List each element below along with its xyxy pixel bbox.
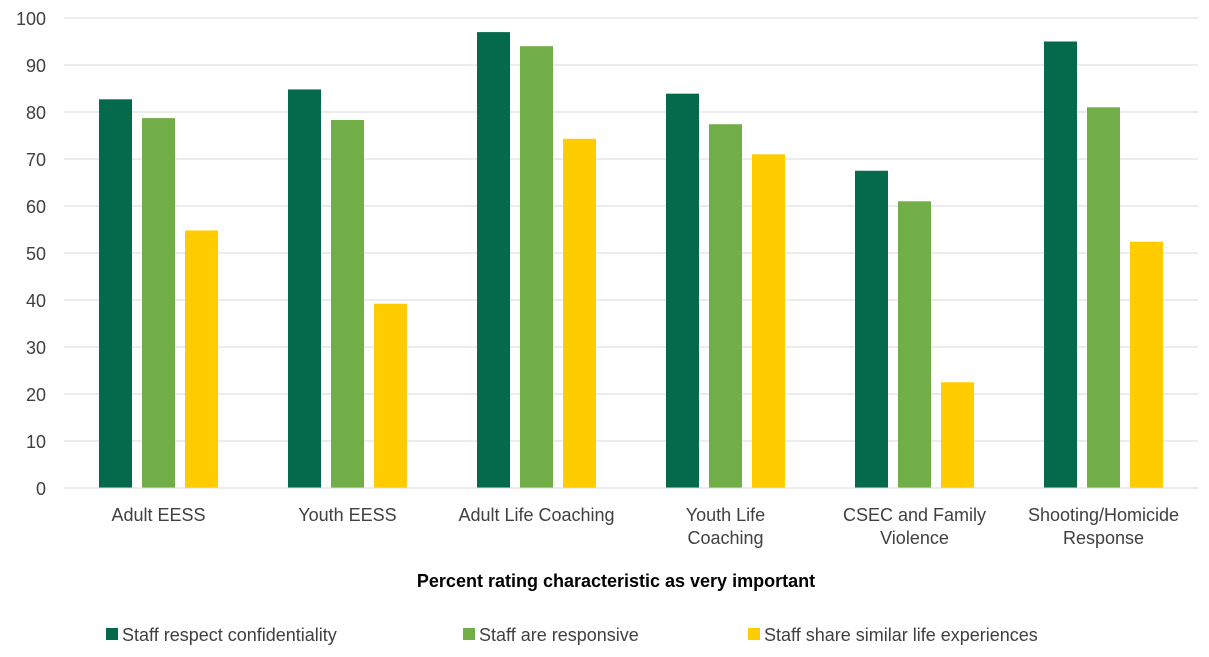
y-tick-label: 20 bbox=[26, 385, 46, 405]
legend-swatch bbox=[106, 628, 118, 640]
bar bbox=[752, 154, 785, 489]
bar bbox=[1044, 41, 1077, 488]
legend-label: Staff share similar life experiences bbox=[764, 625, 1038, 645]
bar bbox=[142, 118, 175, 489]
legend-label: Staff respect confidentiality bbox=[122, 625, 337, 645]
x-axis-ticks: Adult EESS Youth EESS Adult Life Coaching Y… bbox=[111, 505, 1179, 548]
y-tick-label: 60 bbox=[26, 197, 46, 217]
x-tick-label-line: Youth EESS bbox=[298, 505, 396, 525]
x-tick-label-line: Response bbox=[1063, 528, 1144, 548]
x-tick-label-line: Shooting/Homicide bbox=[1028, 505, 1179, 525]
y-tick-label: 50 bbox=[26, 244, 46, 264]
bar bbox=[941, 382, 974, 488]
bar bbox=[1130, 241, 1163, 488]
bars bbox=[99, 32, 1163, 489]
bar bbox=[477, 32, 510, 488]
legend-label: Staff are responsive bbox=[479, 625, 639, 645]
y-tick-label: 100 bbox=[16, 9, 46, 29]
x-tick-label: Youth Life Coaching bbox=[686, 505, 765, 548]
x-tick-label: Adult EESS bbox=[111, 505, 205, 525]
x-tick-label-line: Youth Life bbox=[686, 505, 765, 525]
bar bbox=[99, 99, 132, 488]
y-axis-ticks: 0 10 20 30 40 50 60 70 80 90 100 bbox=[16, 9, 46, 499]
bar bbox=[374, 303, 407, 488]
y-tick-label: 70 bbox=[26, 150, 46, 170]
y-tick-label: 90 bbox=[26, 56, 46, 76]
x-tick-label: CSEC and Family Violence bbox=[843, 505, 986, 548]
bar bbox=[1087, 107, 1120, 489]
bar bbox=[288, 89, 321, 488]
legend-swatch bbox=[748, 628, 760, 640]
x-tick-label: Adult Life Coaching bbox=[458, 505, 614, 525]
y-tick-label: 40 bbox=[26, 291, 46, 311]
x-tick-label: Shooting/Homicide Response bbox=[1028, 505, 1179, 548]
legend: Staff respect confidentiality Staff are r… bbox=[106, 625, 1038, 645]
bar bbox=[898, 201, 931, 489]
bar bbox=[185, 230, 218, 488]
x-tick-label-line: Adult EESS bbox=[111, 505, 205, 525]
y-tick-label: 30 bbox=[26, 338, 46, 358]
y-tick-label: 80 bbox=[26, 103, 46, 123]
bar bbox=[563, 138, 596, 489]
gridlines bbox=[64, 17, 1198, 442]
bar bbox=[855, 170, 888, 488]
y-tick-label: 10 bbox=[26, 432, 46, 452]
x-tick-label-line: Adult Life Coaching bbox=[458, 505, 614, 525]
legend-swatch bbox=[463, 628, 475, 640]
bar bbox=[666, 93, 699, 489]
x-tick-label: Youth EESS bbox=[298, 505, 396, 525]
y-tick-label: 0 bbox=[36, 479, 46, 499]
x-axis-title: Percent rating characteristic as very im… bbox=[417, 571, 815, 591]
x-tick-label-line: Coaching bbox=[687, 528, 763, 548]
bar bbox=[709, 124, 742, 488]
bar bbox=[520, 46, 553, 488]
x-tick-label-line: CSEC and Family bbox=[843, 505, 986, 525]
bar bbox=[331, 119, 364, 489]
x-tick-label-line: Violence bbox=[880, 528, 949, 548]
